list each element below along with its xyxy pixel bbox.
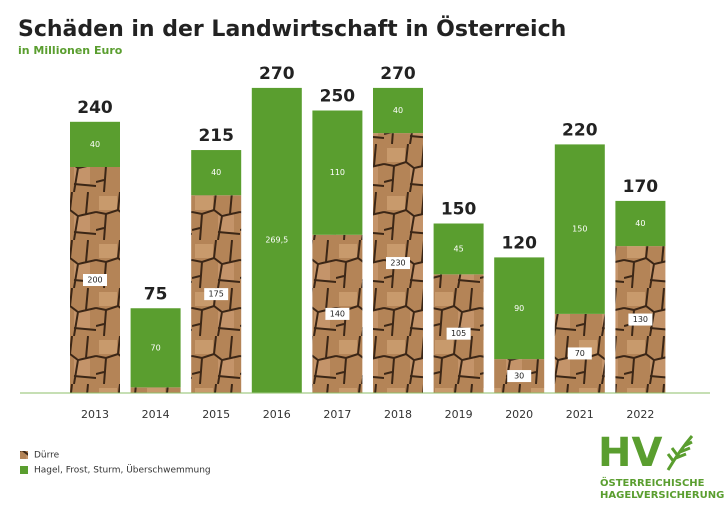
x-tick-label: 2013: [81, 408, 109, 421]
value-label: 70: [575, 349, 585, 358]
value-label: 110: [330, 168, 345, 177]
value-label: 140: [330, 309, 345, 318]
x-tick-label: 2016: [263, 408, 291, 421]
bar-segment-hail: [70, 121, 120, 167]
total-label: 150: [441, 200, 477, 220]
total-label: 215: [198, 126, 234, 146]
bar-segment-hail: [615, 200, 666, 247]
total-label: 250: [320, 87, 356, 107]
total-label: 270: [259, 64, 295, 84]
value-label: 105: [451, 329, 466, 338]
x-tick-label: 2014: [142, 408, 170, 421]
x-tick-label: 2015: [202, 408, 230, 421]
legend-label: Hagel, Frost, Sturm, Überschwemmung: [34, 465, 211, 476]
value-label: 200: [87, 276, 102, 285]
value-label: 40: [635, 219, 645, 228]
logo-text: HAGELVERSICHERUNG: [600, 490, 724, 501]
value-label: 40: [90, 140, 100, 149]
total-label: 270: [380, 64, 416, 84]
legend-label: Dürre: [34, 451, 60, 461]
x-tick-label: 2022: [626, 408, 654, 421]
value-label-box: [628, 313, 653, 326]
value-label: 130: [633, 315, 648, 324]
value-label: 40: [211, 168, 221, 177]
x-tick-label: 2018: [384, 408, 412, 421]
chart-title: Schäden in der Landwirtschaft in Österre…: [18, 16, 566, 42]
value-label: 269,5: [265, 236, 288, 245]
value-label-box: [386, 257, 410, 270]
value-label: 90: [514, 304, 524, 313]
bar-segment-drought: [130, 387, 181, 393]
bar-segment-hail: [130, 308, 181, 388]
bar-segment-hail: [251, 87, 302, 393]
bar-segment-hail: [373, 87, 423, 134]
value-label-box: [83, 274, 107, 286]
x-tick-label: 2019: [445, 408, 473, 421]
value-label: 70: [151, 343, 161, 352]
value-label-box: [325, 307, 350, 320]
logo-text: ÖSTERREICHISCHE: [600, 475, 705, 489]
value-label: 175: [209, 290, 224, 299]
value-label: 30: [514, 372, 524, 381]
value-label: 45: [454, 244, 464, 253]
value-label-box: [204, 288, 229, 301]
total-label: 75: [144, 284, 168, 304]
value-label-box: [507, 370, 532, 383]
bar-segment-hail: [312, 110, 363, 235]
value-label: 150: [572, 225, 587, 234]
bar-segment-hail: [494, 257, 545, 360]
value-label: 230: [390, 259, 405, 268]
total-label: 170: [623, 177, 659, 197]
legend-swatch: [20, 451, 28, 459]
bar-segment-hail: [554, 144, 605, 314]
bar-segment-hail: [433, 223, 484, 275]
value-label: 40: [393, 106, 403, 115]
legend-swatch: [20, 466, 28, 474]
x-tick-label: 2021: [566, 408, 594, 421]
value-label-box: [446, 327, 471, 340]
logo: HV ÖSTERREICHISCHE HAGELVERSICHERUNG: [598, 430, 724, 501]
bar-segment-hail: [191, 150, 242, 196]
logo-icon: [666, 435, 694, 471]
total-label: 120: [501, 233, 537, 253]
total-label: 220: [562, 120, 598, 140]
chart-subtitle: in Millionen Euro: [18, 44, 123, 57]
value-label-box: [567, 347, 592, 360]
x-tick-label: 2020: [505, 408, 533, 421]
logo-mark: HV: [598, 430, 662, 476]
total-label: 240: [77, 98, 113, 118]
x-tick-label: 2017: [323, 408, 351, 421]
